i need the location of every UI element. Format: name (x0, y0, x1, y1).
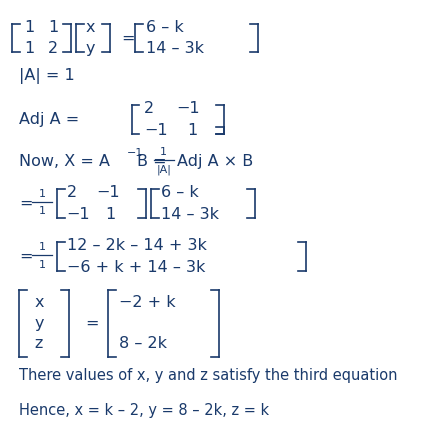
Text: 8 – 2k: 8 – 2k (119, 336, 167, 351)
Text: =: = (19, 249, 33, 264)
Text: 2: 2 (48, 41, 58, 56)
Text: 1: 1 (39, 242, 46, 252)
Text: =: = (85, 316, 99, 331)
Text: 14 – 3k: 14 – 3k (161, 207, 219, 222)
Text: y: y (85, 41, 95, 56)
Text: |A|: |A| (156, 164, 171, 175)
Text: −1: −1 (144, 123, 168, 138)
Text: =: = (121, 30, 134, 45)
Text: Adj A × B: Adj A × B (177, 154, 253, 169)
Text: 12 – 2k – 14 + 3k: 12 – 2k – 14 + 3k (67, 238, 207, 253)
Text: 1: 1 (48, 20, 58, 35)
Text: −2 + k: −2 + k (119, 295, 176, 311)
Text: 14 – 3k: 14 – 3k (146, 41, 204, 56)
Text: Adj A =: Adj A = (19, 112, 85, 127)
Text: |A| = 1: |A| = 1 (19, 68, 75, 84)
Text: 6 – k: 6 – k (161, 185, 199, 200)
Text: −1: −1 (67, 207, 90, 222)
Text: −1: −1 (176, 101, 200, 116)
Text: =: = (19, 196, 33, 211)
Text: There values of x, y and z satisfy the third equation: There values of x, y and z satisfy the t… (19, 368, 398, 383)
Text: 1: 1 (187, 123, 197, 138)
Text: 6 – k: 6 – k (146, 20, 184, 35)
Text: 1: 1 (105, 207, 115, 222)
Text: y: y (34, 316, 44, 331)
Text: −1: −1 (96, 185, 119, 200)
Text: 1: 1 (25, 20, 35, 35)
Text: 1: 1 (39, 206, 46, 216)
Text: x: x (34, 295, 44, 311)
Text: B =: B = (137, 154, 167, 169)
Text: 1: 1 (39, 189, 46, 199)
Text: 2: 2 (144, 101, 154, 116)
Text: x: x (85, 20, 95, 35)
Text: 2: 2 (67, 185, 77, 200)
Text: −1: −1 (127, 148, 143, 158)
Text: 1: 1 (25, 41, 35, 56)
Text: Hence, x = k – 2, y = 8 – 2k, z = k: Hence, x = k – 2, y = 8 – 2k, z = k (19, 403, 269, 418)
Text: z: z (35, 336, 43, 351)
Text: 1: 1 (39, 259, 46, 270)
Text: 1: 1 (160, 147, 167, 157)
Text: −6 + k + 14 – 3k: −6 + k + 14 – 3k (67, 260, 205, 275)
Text: Now, X = A: Now, X = A (19, 154, 110, 169)
